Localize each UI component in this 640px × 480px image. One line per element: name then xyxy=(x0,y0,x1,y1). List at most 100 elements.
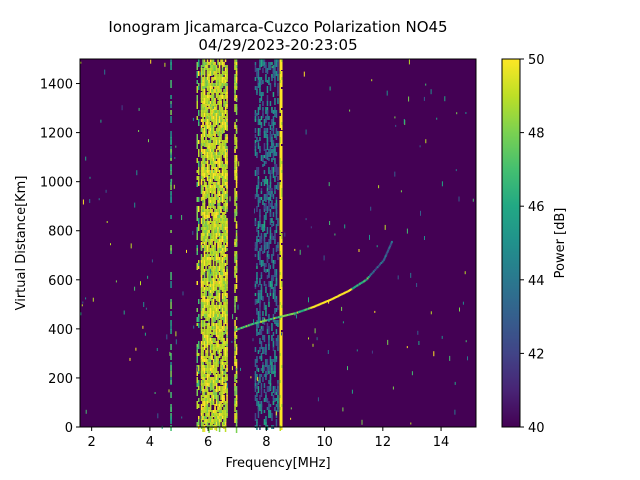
interference-cell xyxy=(263,269,266,272)
interference-cell xyxy=(269,404,272,407)
interference-cell xyxy=(256,185,258,189)
interference-cell xyxy=(221,293,224,299)
interference-cell xyxy=(198,71,200,76)
interference-cell xyxy=(224,296,227,301)
interference-cell xyxy=(268,380,270,384)
interference-cell xyxy=(215,383,218,391)
interference-cell xyxy=(220,386,222,393)
echo-trace-point xyxy=(282,315,285,318)
interference-cell xyxy=(214,233,216,236)
interference-cell xyxy=(279,422,281,425)
interference-cell xyxy=(202,425,204,432)
interference-cell xyxy=(260,275,263,279)
interference-cell xyxy=(224,92,227,99)
echo-trace-point xyxy=(245,325,248,328)
interference-cell xyxy=(269,227,272,230)
interference-cell xyxy=(254,371,257,375)
interference-cell xyxy=(281,290,283,294)
interference-cell xyxy=(224,314,227,317)
interference-cell xyxy=(220,164,222,168)
interference-cell xyxy=(209,176,212,179)
interference-cell xyxy=(215,239,218,243)
interference-cell xyxy=(205,110,207,115)
interference-cell xyxy=(196,422,198,427)
echo-trace-point xyxy=(291,313,294,315)
interference-cell xyxy=(205,170,207,177)
interference-cell xyxy=(212,338,215,343)
interference-cell xyxy=(257,119,260,125)
interference-cell xyxy=(215,155,218,159)
interference-cell xyxy=(217,86,219,94)
echo-trace-point xyxy=(241,326,244,329)
interference-cell xyxy=(200,170,203,175)
interference-cell xyxy=(209,206,212,213)
noise-cell xyxy=(271,66,273,69)
interference-cell xyxy=(272,287,275,290)
interference-cell xyxy=(170,131,172,138)
interference-cell xyxy=(279,188,281,192)
interference-cell xyxy=(211,413,213,417)
interference-cell xyxy=(234,161,236,169)
echo-trace-point xyxy=(298,311,300,313)
interference-cell xyxy=(272,68,275,73)
interference-cell xyxy=(217,371,219,375)
interference-cell xyxy=(208,290,210,296)
interference-cell xyxy=(208,245,210,252)
interference-cell xyxy=(221,344,224,349)
interference-cell xyxy=(198,365,200,369)
interference-cell xyxy=(202,335,204,338)
interference-cell xyxy=(208,233,210,236)
interference-cell xyxy=(257,140,260,143)
interference-cell xyxy=(214,296,216,299)
interference-cell xyxy=(275,359,278,362)
interference-cell xyxy=(256,311,258,315)
interference-cell xyxy=(259,374,261,377)
interference-cell xyxy=(209,266,212,270)
noise-cell xyxy=(156,348,158,351)
interference-cell xyxy=(279,104,281,108)
interference-cell xyxy=(198,371,200,374)
interference-cell xyxy=(200,176,203,179)
interference-cell xyxy=(211,179,213,184)
interference-cell xyxy=(260,59,263,67)
interference-cell xyxy=(205,137,207,140)
interference-cell xyxy=(263,143,266,151)
interference-cell xyxy=(235,86,238,90)
interference-cell xyxy=(259,62,261,67)
interference-cell xyxy=(256,419,258,423)
interference-cell xyxy=(220,368,222,374)
interference-cell xyxy=(200,404,203,407)
interference-cell xyxy=(266,293,269,297)
interference-cell xyxy=(221,377,224,385)
interference-cell xyxy=(217,152,219,156)
interference-cell xyxy=(217,416,219,421)
interference-cell xyxy=(170,419,172,423)
interference-cell xyxy=(260,290,263,293)
interference-cell xyxy=(218,233,221,237)
interference-cell xyxy=(209,188,212,191)
interference-cell xyxy=(279,284,281,289)
interference-cell xyxy=(256,239,258,243)
noise-cell xyxy=(378,185,380,189)
interference-cell xyxy=(262,80,264,84)
interference-cell xyxy=(268,302,270,307)
interference-cell xyxy=(254,254,257,257)
interference-cell xyxy=(256,152,258,155)
interference-cell xyxy=(200,218,203,224)
interference-cell xyxy=(281,185,283,189)
interference-cell xyxy=(217,233,219,237)
interference-cell xyxy=(269,386,272,390)
interference-cell xyxy=(211,398,213,405)
noise-cell xyxy=(344,224,346,229)
interference-cell xyxy=(220,281,222,289)
interference-cell xyxy=(226,218,228,221)
echo-trace-point xyxy=(253,322,256,325)
interference-cell xyxy=(260,80,263,85)
interference-cell xyxy=(196,197,198,202)
interference-cell xyxy=(221,371,224,375)
interference-cell xyxy=(274,80,276,83)
interference-cell xyxy=(268,149,270,157)
interference-cell xyxy=(208,359,210,363)
interference-cell xyxy=(275,398,278,401)
interference-cell xyxy=(223,71,225,75)
